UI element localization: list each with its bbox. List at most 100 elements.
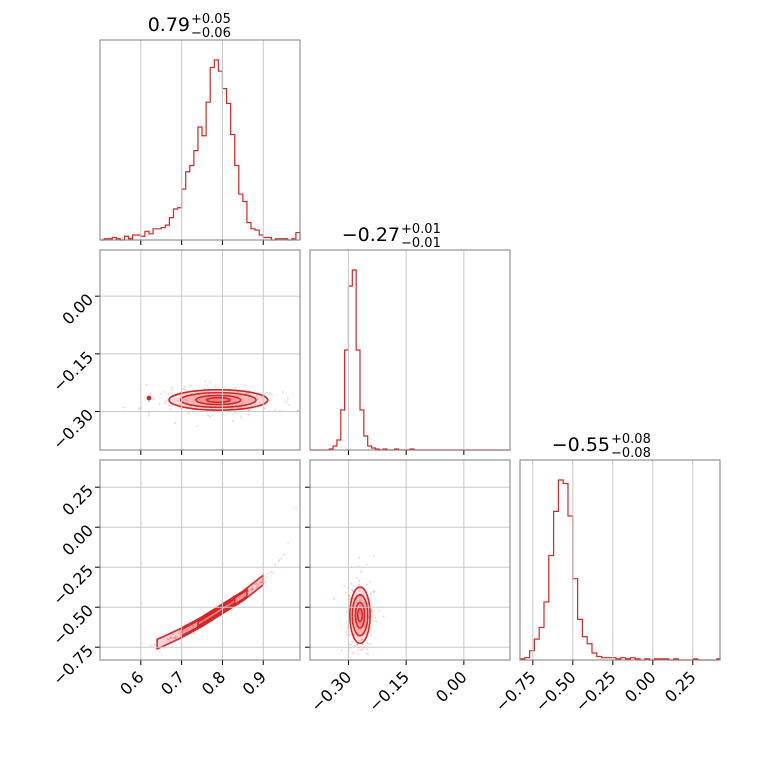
sample-point xyxy=(169,636,172,639)
sample-point xyxy=(367,653,369,656)
sample-point xyxy=(352,589,354,592)
sample-point xyxy=(167,392,170,395)
sample-point xyxy=(174,635,177,637)
sample-point xyxy=(346,633,349,636)
sample-point xyxy=(351,640,354,643)
sample-point xyxy=(201,404,204,407)
sample-point xyxy=(368,643,371,646)
sample-point xyxy=(248,409,251,412)
sample-point xyxy=(214,385,217,388)
sample-point xyxy=(360,569,363,572)
sample-point xyxy=(365,652,368,655)
sample-point xyxy=(348,598,351,600)
sample-point xyxy=(359,629,362,631)
sample-point xyxy=(255,582,258,585)
sample-point xyxy=(353,633,356,636)
sample-point xyxy=(344,591,347,594)
sample-point xyxy=(149,644,152,647)
sample-point xyxy=(370,605,373,608)
x-tick-label-0-3: 0.9 xyxy=(239,667,270,698)
sample-point xyxy=(169,408,172,411)
sample-point xyxy=(234,387,237,389)
sample-point xyxy=(260,581,263,584)
sample-point xyxy=(256,581,258,583)
sample-point xyxy=(237,406,240,409)
sample-point xyxy=(371,611,373,614)
sample-point xyxy=(370,627,372,630)
sample-point xyxy=(356,652,359,655)
sample-point xyxy=(372,620,375,623)
sample-point xyxy=(232,420,234,422)
sample-point xyxy=(165,399,167,402)
joint-panel-0-1 xyxy=(122,380,299,427)
sample-point xyxy=(183,386,186,388)
sample-point xyxy=(235,404,238,406)
sample-point xyxy=(247,590,250,593)
sample-point xyxy=(366,642,369,644)
contour-band-0 xyxy=(156,573,265,650)
sample-point xyxy=(209,415,211,418)
sample-point xyxy=(248,396,251,399)
sample-point xyxy=(250,591,253,593)
sample-point xyxy=(171,386,173,389)
sample-point xyxy=(195,424,198,427)
sample-point xyxy=(360,638,363,641)
sample-point xyxy=(247,393,250,395)
sample-point xyxy=(259,401,261,404)
panel-title-lower-1: −0.01 xyxy=(401,236,441,251)
sample-point xyxy=(148,414,150,417)
sample-point xyxy=(363,624,366,627)
sample-point xyxy=(260,581,263,584)
histogram-steps-0 xyxy=(100,59,301,241)
sample-point xyxy=(280,557,283,560)
sample-point xyxy=(245,392,248,395)
sample-point xyxy=(370,615,373,618)
sample-point xyxy=(253,403,256,406)
sample-point xyxy=(356,628,359,631)
sample-point xyxy=(194,394,196,397)
sample-point xyxy=(250,588,253,591)
sample-point xyxy=(159,393,162,395)
sample-point xyxy=(189,385,192,387)
sample-point xyxy=(241,400,244,402)
sample-point xyxy=(255,586,258,589)
sample-point xyxy=(206,385,209,387)
sample-point xyxy=(170,635,173,638)
sample-point xyxy=(282,391,284,394)
sample-point xyxy=(193,399,196,401)
sample-point xyxy=(357,631,360,634)
x-tick-label-0-1: 0.7 xyxy=(157,667,188,698)
panel-title-upper-0: +0.05 xyxy=(191,12,231,27)
sample-point xyxy=(174,636,177,638)
sample-point xyxy=(260,581,263,584)
sample-point xyxy=(358,599,361,602)
y-tick-label-2-2: −0.25 xyxy=(49,561,97,609)
sample-point xyxy=(372,555,375,558)
sample-point xyxy=(287,542,290,545)
sample-point xyxy=(269,392,271,395)
sample-point xyxy=(373,590,376,593)
histogram-1 xyxy=(310,269,510,451)
sample-point xyxy=(175,636,178,638)
y-tick-label-1-0: −0.30 xyxy=(49,405,97,453)
sample-point xyxy=(255,394,258,397)
sample-point xyxy=(153,643,156,646)
panel-frame-0-0 xyxy=(99,39,301,241)
sample-point xyxy=(285,401,288,403)
sample-point xyxy=(360,571,362,573)
sample-point xyxy=(193,632,196,635)
sample-point xyxy=(193,398,196,401)
x-tick-label-2-0: −0.75 xyxy=(492,667,540,715)
x-tick-label-0-2: 0.8 xyxy=(198,667,229,698)
sample-point xyxy=(207,414,209,417)
sample-point xyxy=(173,637,176,640)
sample-point xyxy=(366,563,369,566)
sample-point xyxy=(365,583,368,586)
sample-point xyxy=(366,648,369,651)
panel-frame-1-0 xyxy=(99,249,301,451)
sample-point xyxy=(251,587,254,590)
joint-panel-0-2 xyxy=(149,507,298,650)
sample-point xyxy=(264,581,267,584)
sample-point xyxy=(259,581,262,584)
sample-point xyxy=(345,610,348,613)
